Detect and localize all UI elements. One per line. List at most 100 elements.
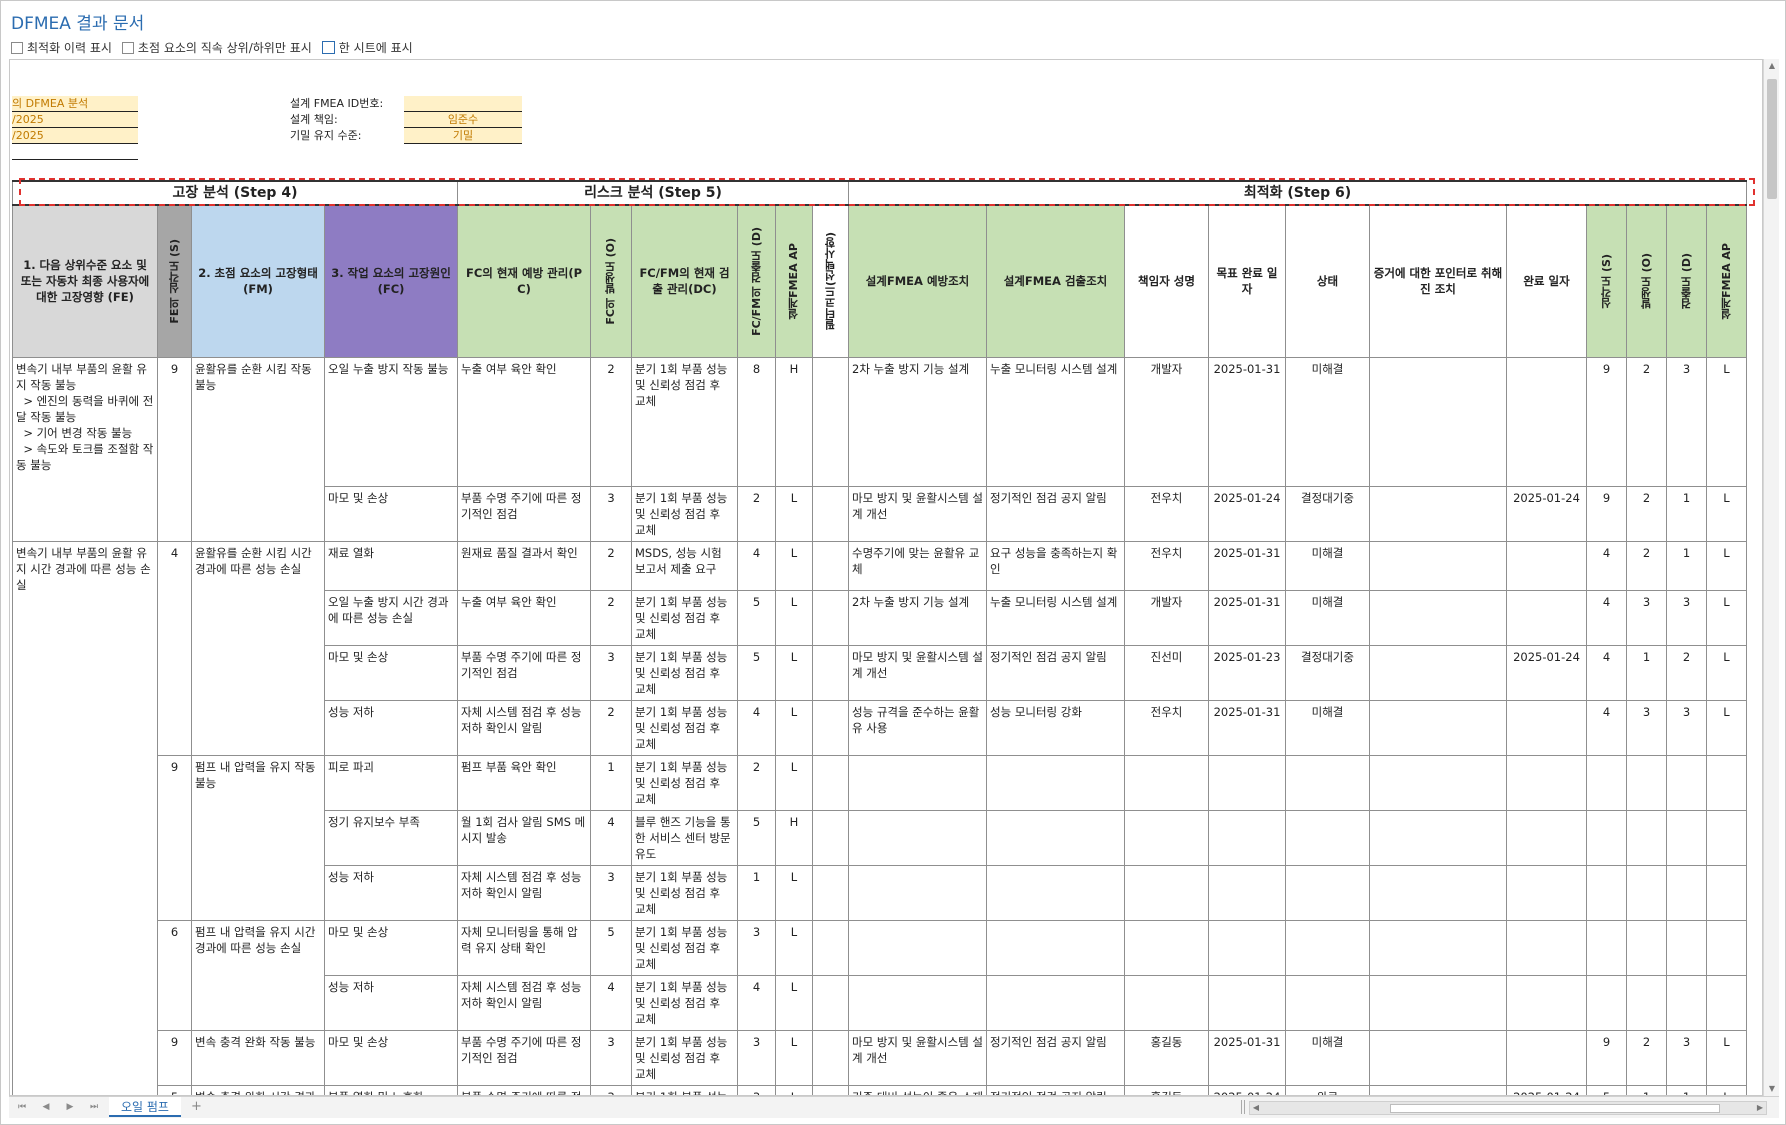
cell-dc[interactable]: 분기 1회 부품 성능 및 신뢰성 점검 후 교체 xyxy=(631,1029,738,1086)
cell-evidence[interactable] xyxy=(1369,644,1507,701)
sheet-tab-oil-pump[interactable]: 오일 펌프 xyxy=(109,1097,181,1117)
cell-filter[interactable] xyxy=(812,1084,849,1095)
cell-owner[interactable]: 홍길동 xyxy=(1124,1084,1209,1095)
checkbox-history[interactable] xyxy=(11,41,23,54)
cell-ap[interactable]: H xyxy=(775,356,813,487)
cell-prev-action[interactable]: 수명주기에 맞는 윤활유 교체 xyxy=(848,540,987,591)
cell-o2[interactable]: 2 xyxy=(1626,356,1667,487)
cell-pc[interactable]: 월 1회 검사 알림 SMS 메시지 발송 xyxy=(457,809,591,866)
cell-fc[interactable]: 성능 저하 xyxy=(324,974,458,1031)
cell-o[interactable]: 4 xyxy=(590,809,632,866)
cell-target[interactable] xyxy=(1208,754,1286,811)
cell-dc[interactable]: 분기 1회 부품 성능 및 신뢰성 점검 후 교체 xyxy=(631,644,738,701)
cell-s[interactable]: 6 xyxy=(157,919,192,1031)
cell-d2[interactable]: 3 xyxy=(1666,589,1707,646)
cell-det-action[interactable]: 정기적인 점검 공지 알림 xyxy=(986,1029,1125,1086)
cell-ap2[interactable] xyxy=(1706,974,1747,1031)
cell-o2[interactable] xyxy=(1626,809,1667,866)
cell-done[interactable] xyxy=(1506,1029,1587,1086)
cell-pc[interactable]: 자체 시스템 점검 후 성능 저하 확인시 알림 xyxy=(457,864,591,921)
cell-done[interactable] xyxy=(1506,864,1587,921)
cell-o[interactable]: 2 xyxy=(590,540,632,591)
cell-d2[interactable]: 3 xyxy=(1666,699,1707,756)
cell-dc[interactable]: 분기 1회 부품 성능 및 신뢰성 점검 후 교체 xyxy=(631,356,738,487)
cell-s2[interactable]: 9 xyxy=(1586,485,1627,542)
cell-det-action[interactable]: 요구 성능을 충족하는지 확인 xyxy=(986,540,1125,591)
cell-s[interactable]: 5 xyxy=(157,1084,192,1095)
cell-owner[interactable]: 홍길동 xyxy=(1124,1029,1209,1086)
cell-fe[interactable]: 변속기 내부 부품의 윤활 유지 시간 경과에 따른 성능 손실 xyxy=(12,540,158,1095)
cell-o2[interactable] xyxy=(1626,974,1667,1031)
cell-target[interactable]: 2025-01-31 xyxy=(1208,589,1286,646)
cell-d[interactable]: 5 xyxy=(737,644,776,701)
cell-prev-action[interactable] xyxy=(848,754,987,811)
cell-filter[interactable] xyxy=(812,754,849,811)
cell-fm[interactable]: 펌프 내 압력을 유지 시간 경과에 따른 성능 손실 xyxy=(191,919,325,1031)
scroll-left-icon[interactable]: ◀ xyxy=(1252,1103,1260,1112)
vertical-scrollbar[interactable]: ▲ ▼ xyxy=(1763,59,1779,1096)
tab-splitter-handle[interactable] xyxy=(1241,1100,1245,1114)
cell-target[interactable]: 2025-01-31 xyxy=(1208,1029,1286,1086)
cell-filter[interactable] xyxy=(812,864,849,921)
cell-ap[interactable]: L xyxy=(775,864,813,921)
cell-pc[interactable]: 원재료 품질 결과서 확인 xyxy=(457,540,591,591)
cell-ap2[interactable]: L xyxy=(1706,589,1747,646)
cell-ap[interactable]: L xyxy=(775,589,813,646)
cell-done[interactable]: 2025-01-24 xyxy=(1506,644,1587,701)
cell-owner[interactable]: 진선미 xyxy=(1124,644,1209,701)
cell-ap[interactable]: L xyxy=(775,754,813,811)
cell-pc[interactable]: 자체 시스템 점검 후 성능 저하 확인시 알림 xyxy=(457,974,591,1031)
cell-o[interactable]: 3 xyxy=(590,644,632,701)
cell-owner[interactable] xyxy=(1124,919,1209,976)
cell-evidence[interactable] xyxy=(1369,974,1507,1031)
cell-fc[interactable]: 부품 열화 및 노후화 xyxy=(324,1084,458,1095)
cell-ap[interactable]: L xyxy=(775,644,813,701)
cell-evidence[interactable] xyxy=(1369,540,1507,591)
cell-target[interactable]: 2025-01-31 xyxy=(1208,540,1286,591)
cell-o[interactable]: 4 xyxy=(590,974,632,1031)
cell-o[interactable]: 3 xyxy=(590,1084,632,1095)
cell-prev-action[interactable] xyxy=(848,809,987,866)
scroll-right-icon[interactable]: ▶ xyxy=(1756,1103,1764,1112)
cell-d2[interactable]: 3 xyxy=(1666,356,1707,487)
cell-fm[interactable]: 윤활유를 순환 시킴 작동 불능 xyxy=(191,356,325,542)
add-sheet-icon[interactable]: + xyxy=(191,1099,202,1114)
cell-fe[interactable]: 변속기 내부 부품의 윤활 유지 작동 불능 > 엔진의 동력을 바퀴에 전달 … xyxy=(12,356,158,542)
table-row[interactable]: 9 펌프 내 압력을 유지 작동 불능 피로 파괴 펌프 부품 육안 확인 1 … xyxy=(13,754,1747,921)
cell-fc[interactable]: 마모 및 손상 xyxy=(324,1029,458,1086)
cell-pc[interactable]: 부품 수명 주기에 따른 정기적인 점검 xyxy=(457,485,591,542)
cell-pc[interactable]: 부품 수명 주기에 따른 정기적인 점검 xyxy=(457,1084,591,1095)
cell-ap2[interactable]: L xyxy=(1706,1084,1747,1095)
cell-status[interactable]: 결정대기중 xyxy=(1285,485,1370,542)
cell-ap[interactable]: L xyxy=(775,1029,813,1086)
cell-done[interactable] xyxy=(1506,919,1587,976)
cell-done[interactable] xyxy=(1506,540,1587,591)
cell-evidence[interactable] xyxy=(1369,919,1507,976)
cell-ap[interactable]: L xyxy=(775,540,813,591)
cell-target[interactable]: 2025-01-24 xyxy=(1208,485,1286,542)
cell-ap[interactable]: L xyxy=(775,699,813,756)
cell-d2[interactable] xyxy=(1666,809,1707,866)
cell-ap[interactable]: L xyxy=(775,1084,813,1095)
cell-d[interactable]: 3 xyxy=(737,1084,776,1095)
cell-o2[interactable] xyxy=(1626,919,1667,976)
cell-ap2[interactable]: L xyxy=(1706,699,1747,756)
cell-status[interactable]: 미해결 xyxy=(1285,356,1370,487)
cell-status[interactable]: 미해결 xyxy=(1285,540,1370,591)
cell-ap[interactable]: L xyxy=(775,485,813,542)
cell-dc[interactable]: 분기 1회 부품 성능 및 신뢰성 점검 후 교체 xyxy=(631,919,738,976)
cell-s[interactable]: 9 xyxy=(157,1029,192,1086)
cell-det-action[interactable] xyxy=(986,754,1125,811)
cell-target[interactable]: 2025-01-24 xyxy=(1208,1084,1286,1095)
cell-dc[interactable]: MSDS, 성능 시험 보고서 제출 요구 xyxy=(631,540,738,591)
cell-prev-action[interactable]: 기존 대비 성능이 좋은 소재 채용 xyxy=(848,1084,987,1095)
horizontal-scrollbar[interactable]: ◀ ▶ xyxy=(1249,1101,1767,1115)
cell-dc[interactable]: 분기 1회 부품 성능 및 신뢰성 점검 후 교체 xyxy=(631,485,738,542)
cell-pc[interactable]: 부품 수명 주기에 따른 정기적인 점검 xyxy=(457,1029,591,1086)
cell-evidence[interactable] xyxy=(1369,699,1507,756)
cell-s2[interactable] xyxy=(1586,919,1627,976)
cell-done[interactable] xyxy=(1506,809,1587,866)
cell-ap2[interactable]: L xyxy=(1706,356,1747,487)
cell-s2[interactable] xyxy=(1586,864,1627,921)
spreadsheet-area[interactable]: 의 DFMEA 분석 /2025 /2025 설계 FMEA ID번호: 설계 … xyxy=(9,59,1763,1096)
